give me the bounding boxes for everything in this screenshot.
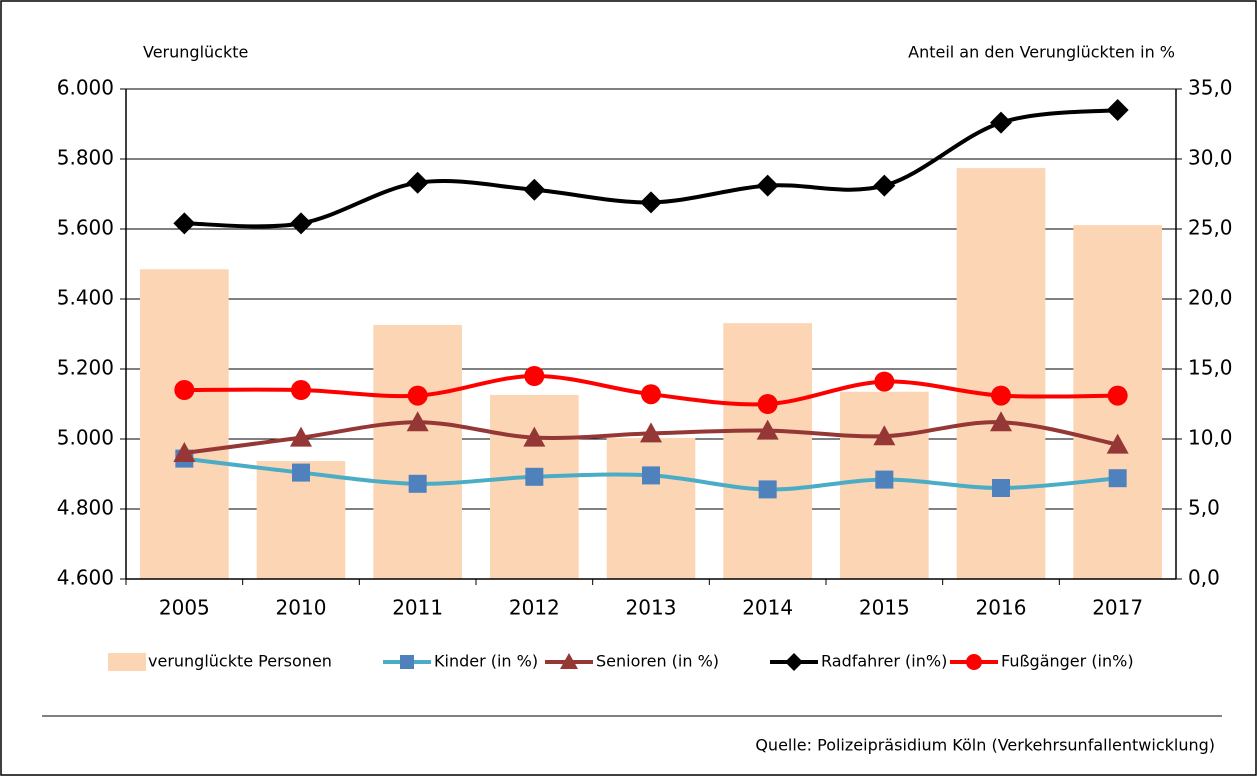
y-tick-label: 5.600	[57, 216, 114, 240]
point-marker	[406, 411, 429, 432]
y-tick-label: 5.200	[57, 356, 114, 380]
point-marker	[756, 174, 779, 197]
legend-label: Kinder (in %)	[434, 652, 538, 671]
point-marker	[757, 394, 778, 414]
point-marker	[642, 466, 660, 485]
bar	[373, 324, 462, 579]
point-marker	[1107, 385, 1128, 406]
legend-marker	[400, 655, 414, 669]
point-marker	[290, 212, 312, 235]
legend-marker	[785, 653, 803, 671]
y2-tick-label: 0,0	[1188, 566, 1220, 590]
y-tick-label: 5.000	[57, 426, 114, 450]
x-tick-label: 2005	[159, 596, 210, 620]
point-marker	[407, 385, 428, 406]
y-tick-label: 6.000	[57, 76, 114, 100]
legend-marker	[560, 653, 578, 669]
point-marker	[291, 380, 311, 400]
point-marker	[173, 212, 196, 235]
point-marker	[408, 474, 427, 493]
point-marker	[524, 366, 545, 386]
point-marker	[640, 422, 662, 443]
point-marker	[756, 419, 779, 440]
point-marker	[874, 371, 895, 392]
point-marker	[992, 479, 1010, 497]
point-marker	[990, 111, 1012, 134]
point-marker	[991, 385, 1011, 406]
y2-tick-label: 15,0	[1188, 356, 1233, 380]
x-tick-label: 2011	[392, 596, 443, 620]
y-axis-title: Verunglückte	[143, 43, 248, 62]
point-marker	[525, 467, 544, 486]
y2-tick-label: 35,0	[1188, 76, 1233, 100]
bar	[606, 437, 696, 579]
point-marker	[1106, 433, 1129, 454]
legend-label: Senioren (in %)	[596, 652, 719, 671]
x-tick-label: 2012	[509, 596, 560, 620]
point-marker	[640, 191, 662, 214]
point-marker	[523, 426, 546, 447]
point-marker	[758, 480, 777, 499]
x-tick-label: 2015	[859, 596, 910, 620]
legend-label: Radfahrer (in%)	[821, 652, 947, 671]
bar	[956, 168, 1046, 579]
point-marker	[292, 463, 310, 482]
point-marker	[1106, 99, 1129, 121]
point-marker	[174, 380, 195, 400]
y2-axis-title: Anteil an den Verunglückten in %	[908, 43, 1175, 62]
source-note: Quelle: Polizeipräsidium Köln (Verkehrsu…	[755, 736, 1215, 755]
x-tick-label: 2016	[976, 596, 1027, 620]
bar	[723, 323, 812, 579]
legend-label: verunglückte Personen	[148, 652, 332, 671]
y-tick-label: 4.600	[57, 566, 114, 590]
y2-tick-label: 30,0	[1188, 146, 1233, 170]
legend-swatch	[108, 653, 146, 671]
point-marker	[873, 174, 896, 197]
x-tick-label: 2014	[742, 596, 793, 620]
legend-label: Fußgänger (in%)	[1001, 652, 1134, 671]
y2-tick-label: 5,0	[1188, 496, 1220, 520]
point-marker	[173, 442, 196, 462]
y-tick-label: 5.400	[57, 286, 114, 310]
point-marker	[875, 470, 894, 489]
y-tick-label: 4.800	[57, 496, 114, 520]
point-marker	[1108, 469, 1127, 488]
bar	[490, 394, 579, 579]
x-tick-label: 2013	[626, 596, 677, 620]
point-marker	[990, 411, 1012, 432]
bar	[140, 269, 229, 579]
y2-tick-label: 10,0	[1188, 426, 1233, 450]
point-marker	[873, 425, 896, 446]
point-marker	[290, 426, 312, 447]
point-marker	[523, 178, 546, 201]
y-tick-label: 5.800	[57, 146, 114, 170]
x-tick-label: 2010	[276, 596, 327, 620]
legend-marker	[966, 654, 982, 670]
y2-tick-label: 25,0	[1188, 216, 1233, 240]
x-tick-label: 2017	[1092, 596, 1143, 620]
point-marker	[406, 171, 429, 194]
y2-tick-label: 20,0	[1188, 286, 1233, 310]
point-marker	[641, 384, 661, 405]
